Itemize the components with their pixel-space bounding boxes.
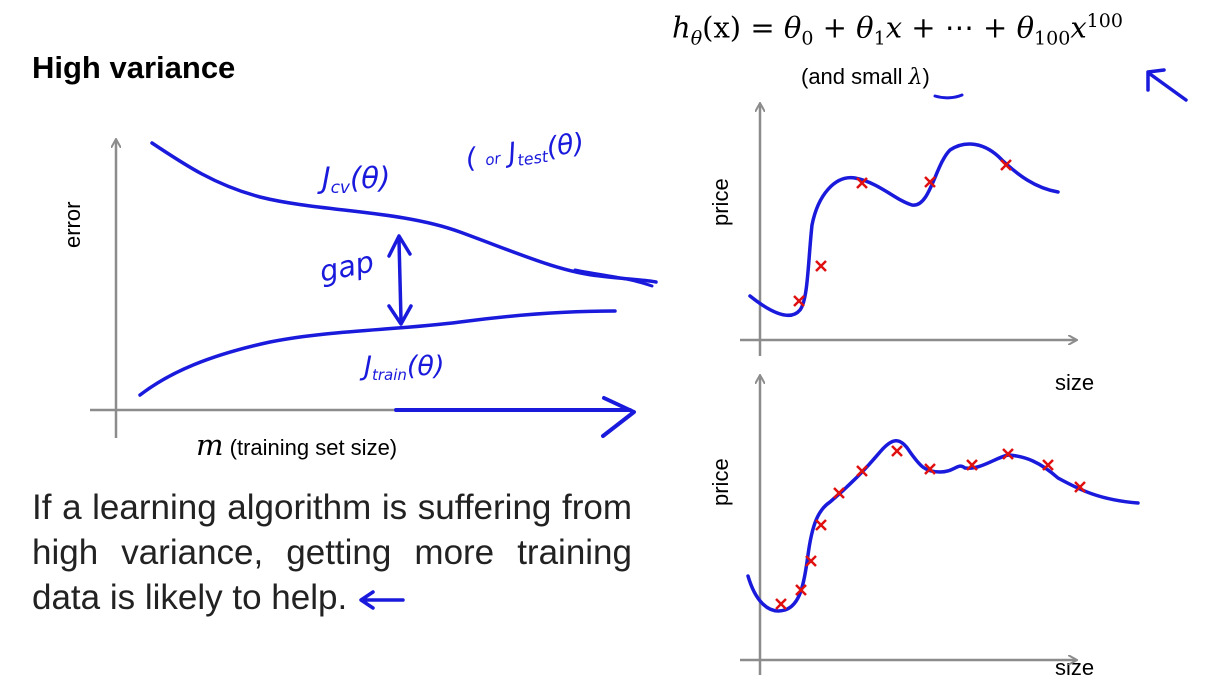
- pointer-arrow-icon: [1146, 68, 1188, 102]
- formula-theta0-sub: 0: [801, 27, 814, 50]
- bottom-price-size-axes: [740, 376, 1076, 675]
- top-x-marker-0: [793, 295, 805, 307]
- top-overfit-curve: [748, 142, 1060, 317]
- bottom-training-points: [775, 445, 1086, 610]
- m-variable: m: [196, 428, 224, 462]
- training-set-size-label: (training set size): [229, 435, 398, 460]
- top-x-marker-2: [856, 177, 868, 189]
- formula-theta0: θ: [783, 10, 802, 45]
- conclusion-text: If a learning algorithm is suffering fro…: [32, 485, 632, 620]
- bottom-x-marker-4: [833, 487, 845, 499]
- top-x-marker-3: [924, 176, 936, 188]
- bottom-x-marker-3: [815, 519, 827, 531]
- m-axis-label: m (training set size): [196, 428, 397, 462]
- formula-plus: +: [813, 10, 857, 45]
- jtest-label: ( or Jtest(θ): [464, 128, 587, 177]
- hypothesis-formula: hθ(x) = θ0 + θ1x + ⋯ + θ100x100: [672, 10, 1123, 49]
- bottom-x-marker-10: [1042, 459, 1054, 471]
- top-x-marker-1: [815, 260, 827, 272]
- top-x-marker-4: [1000, 159, 1012, 171]
- bottom-x-marker-5: [856, 465, 868, 477]
- bottom-x-marker-1: [795, 584, 807, 596]
- size-axis-label-top: size: [1055, 370, 1095, 395]
- jcv-label: Jcv(θ): [317, 161, 390, 198]
- formula-x100-sup: 100: [1086, 10, 1123, 32]
- bottom-x-marker-6: [891, 445, 903, 457]
- conclusion-sentence: If a learning algorithm is suffering fro…: [32, 488, 632, 617]
- lambda-note-open: (and small: [801, 64, 909, 89]
- bottom-x-marker-11: [1074, 481, 1086, 493]
- bottom-fit-curve: [746, 439, 1140, 613]
- formula-h: h: [672, 10, 691, 45]
- formula-arg: (x) =: [702, 10, 784, 45]
- formula-dots: + ⋯ +: [902, 10, 1017, 45]
- left-arrow-icon: [359, 590, 405, 610]
- bottom-x-marker-8: [966, 459, 978, 471]
- gap-arrow: [387, 234, 413, 326]
- formula-theta1: θ: [856, 10, 874, 45]
- bottom-x-marker-9: [1002, 448, 1014, 460]
- formula-theta100-sub: 100: [1034, 27, 1071, 50]
- gap-label: gap: [316, 244, 376, 289]
- lambda-underline: [933, 93, 964, 100]
- bottom-x-marker-2: [805, 555, 817, 567]
- learning-curve-axes: [90, 140, 440, 438]
- formula-x100: x: [1070, 10, 1087, 45]
- lambda-symbol: λ: [908, 65, 923, 90]
- top-training-points: [793, 159, 1012, 307]
- lambda-note-close: ): [922, 64, 930, 89]
- jtrain-label: Jtrain(θ): [359, 351, 444, 384]
- formula-x1: x: [885, 10, 903, 45]
- top-price-size-axes: [740, 104, 1076, 356]
- m-axis-arrow: [394, 396, 636, 438]
- lambda-note: (and small λ): [801, 64, 930, 90]
- bottom-x-marker-7: [924, 463, 936, 475]
- jcv-curve: [150, 141, 658, 284]
- formula-theta1-sub: 1: [873, 27, 886, 50]
- jtrain-curve: [138, 309, 617, 397]
- jcv-curve-tail: [573, 268, 654, 288]
- handwritten-labels: Jcv(θ) ( or Jtest(θ) gap Jtrain(θ): [316, 128, 586, 384]
- formula-h-sub: θ: [690, 27, 703, 50]
- bottom-x-marker-0: [775, 598, 787, 610]
- slide-title: High variance: [32, 50, 236, 85]
- formula-theta100: θ: [1016, 10, 1035, 45]
